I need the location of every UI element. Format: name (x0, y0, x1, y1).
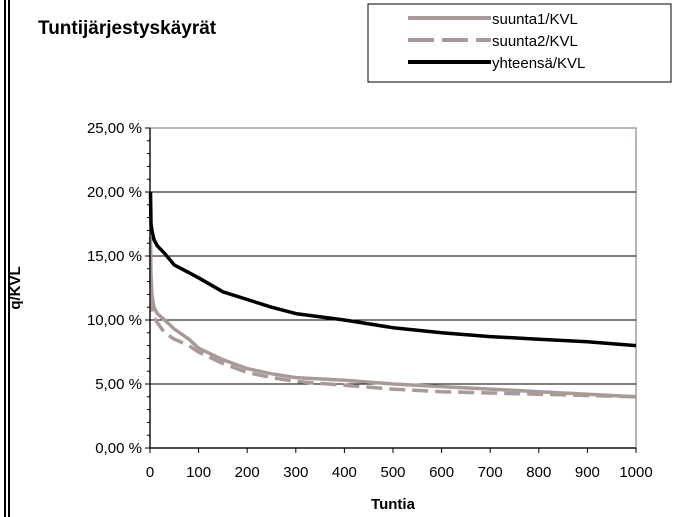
window-border (4, 0, 10, 517)
plot-area (149, 127, 637, 449)
x-tick-label: 600 (429, 464, 454, 481)
legend: suunta1/KVL suunta2/KVL yhteensä/KVL (367, 3, 672, 83)
y-tick-label: 10,00 % (87, 312, 142, 329)
x-tick-label: 700 (478, 464, 503, 481)
axes: 0,00 % 5,00 % 10,00 % 15,00 % 20,00 % 25,00 %… (87, 120, 653, 481)
y-axis-title: q/KVL (7, 266, 24, 309)
y-tick-label: 0,00 % (95, 440, 142, 457)
series-line-3 (148, 191, 637, 348)
x-tick-label: 300 (283, 464, 308, 481)
y-tick-label: 25,00 % (87, 120, 142, 137)
y-tick-label: 5,00 % (95, 376, 142, 393)
x-tick-label: 500 (380, 464, 405, 481)
x-tick-label: 800 (526, 464, 551, 481)
x-tick-label: 400 (332, 464, 357, 481)
y-tick-label: 20,00 % (87, 184, 142, 201)
series-group (148, 191, 637, 399)
x-axis-title: Tuntia (371, 496, 416, 513)
legend-label-1: suunta1/KVL (492, 11, 578, 28)
x-tick-label: 900 (575, 464, 600, 481)
series-line-2 (148, 249, 637, 399)
x-tick-label: 0 (146, 464, 154, 481)
x-tick-label: 200 (235, 464, 260, 481)
legend-label-2: suunta2/KVL (492, 33, 578, 50)
x-tick-label: 1000 (619, 464, 652, 481)
x-tick-label: 100 (186, 464, 211, 481)
y-tick-label: 15,00 % (87, 248, 142, 265)
series-line-1 (148, 236, 637, 399)
chart-title: Tuntijärjestyskäyrät (38, 18, 217, 39)
legend-label-3: yhteensä/KVL (492, 55, 585, 72)
